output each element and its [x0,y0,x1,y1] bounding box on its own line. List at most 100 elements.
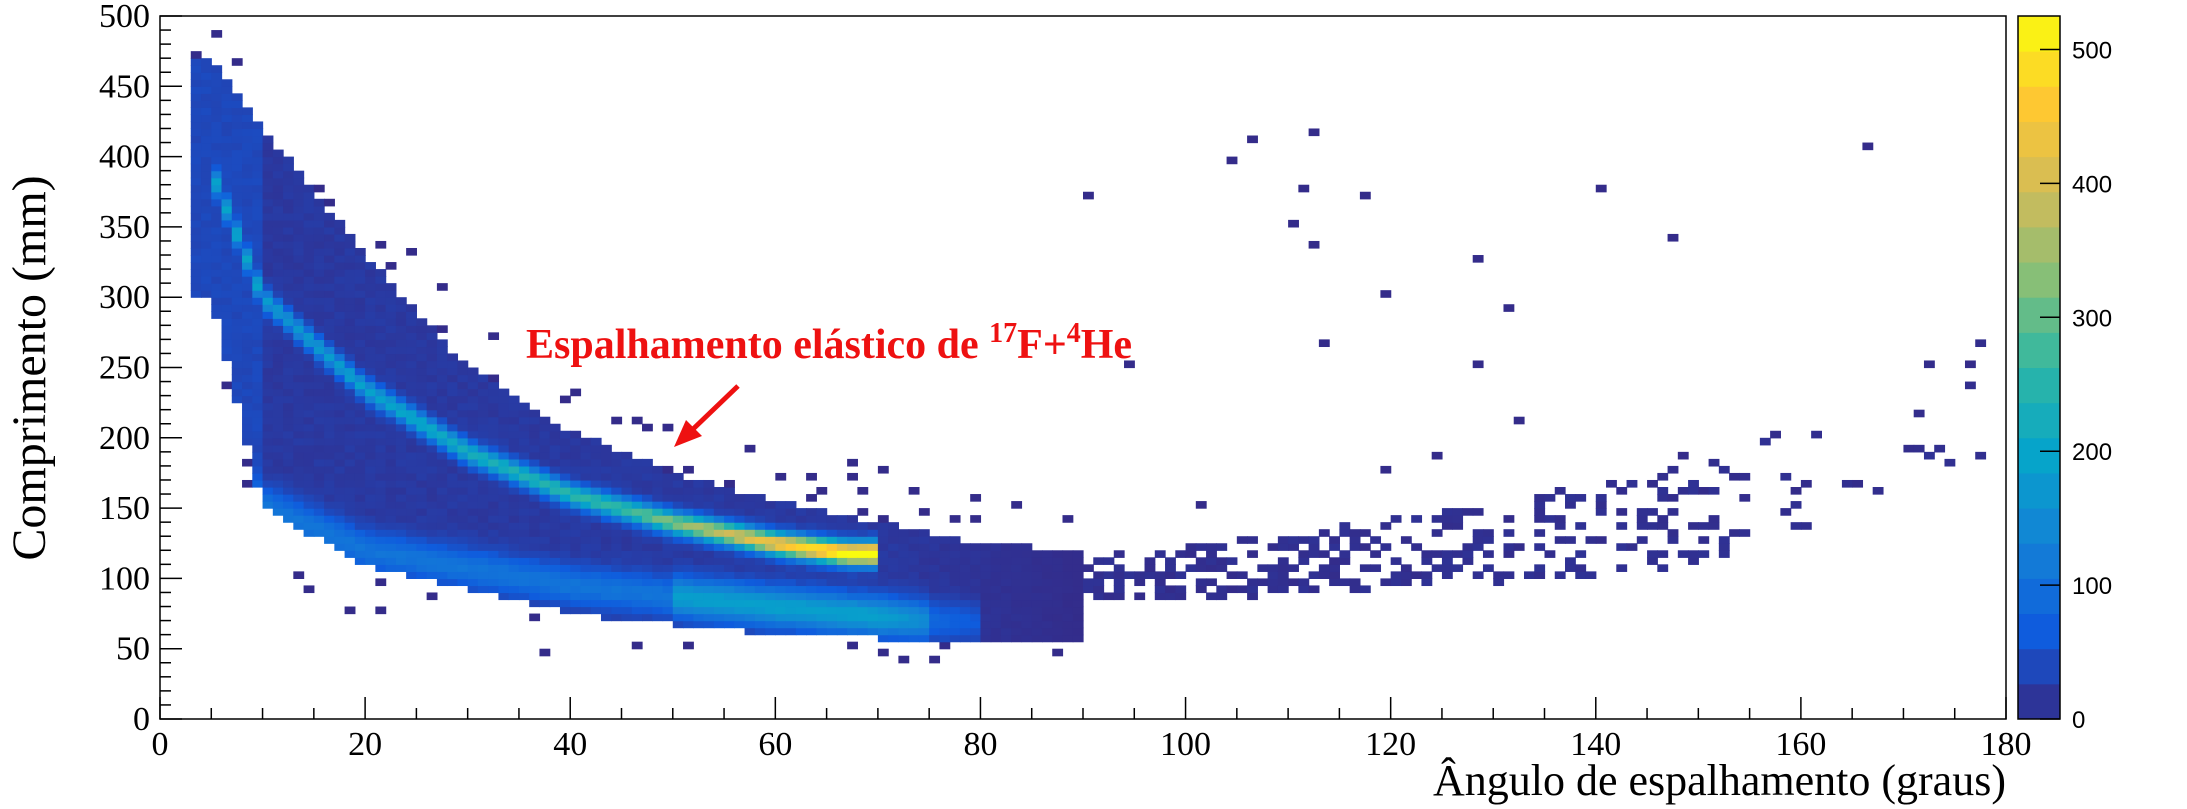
heatmap-cell [611,557,623,565]
heatmap-cell [365,339,376,348]
heatmap-cell [539,487,551,495]
heatmap-cell [590,522,602,530]
heatmap-cell [652,508,664,516]
heatmap-cell [590,571,602,579]
heatmap-cell [724,592,735,601]
heatmap-cell [754,522,766,530]
heatmap-cell [1072,606,1084,615]
heatmap-cell [344,423,356,432]
heatmap-cell [539,437,551,446]
heatmap-cell [1052,648,1064,657]
heatmap-cell [242,374,253,383]
heatmap-cell [1083,578,1094,587]
heatmap-cell [539,444,551,453]
heatmap-cell [375,374,387,383]
heatmap-cell [283,198,294,207]
heatmap-cell [406,515,417,523]
heatmap-cell [683,536,694,544]
heatmap-cell [190,170,202,179]
heatmap-cell [1636,508,1648,516]
heatmap-cell [426,564,438,572]
heatmap-cell [467,402,479,411]
heatmap-cell [385,304,397,312]
colorbar-tick-label: 500 [2072,37,2112,64]
heatmap-cell [283,311,294,319]
heatmap-cell [477,578,489,587]
heatmap-cell [1431,564,1443,572]
heatmap-cell [703,529,715,537]
y-tick-label: 150 [99,490,150,527]
heatmap-cell [847,578,858,587]
heatmap-cell [816,571,828,579]
heatmap-cell [426,494,438,502]
heatmap-cell [416,346,428,355]
heatmap-cell [1585,536,1597,544]
heatmap-cell [344,515,356,523]
heatmap-cell [734,508,746,516]
heatmap-cell [406,444,417,453]
heatmap-cell [1339,522,1351,530]
heatmap-cell [877,571,889,579]
heatmap-cell [231,395,243,404]
heatmap-cell [1298,550,1310,558]
heatmap-cell [549,592,561,601]
heatmap-cell [324,536,335,544]
heatmap-cell [457,374,469,383]
heatmap-cell [662,592,674,601]
heatmap-cell [385,346,397,355]
heatmap-cell [1688,487,1699,495]
heatmap-cell [1113,564,1125,572]
heatmap-cell [836,522,848,530]
heatmap-cell [283,177,294,186]
heatmap-cell [990,606,1002,615]
heatmap-cell [334,240,346,249]
heatmap-cell [303,247,315,256]
heatmap-cell [631,557,643,565]
heatmap-cell [559,508,571,516]
heatmap-cell [354,501,366,509]
heatmap-cell [857,571,869,579]
heatmap-cell [283,276,294,284]
heatmap-cell [375,409,387,418]
colorbar-step [2018,156,2060,193]
heatmap-cell [857,578,869,587]
heatmap-cell [1062,620,1074,629]
heatmap-cell [365,325,376,333]
heatmap-cell [847,599,858,608]
heatmap-cell [600,599,612,608]
heatmap-cell [621,613,633,622]
heatmap-cell [631,536,643,544]
heatmap-cell [713,592,725,601]
colorbar-step [2018,543,2060,579]
heatmap-cell [283,219,294,228]
heatmap-cell [1667,494,1679,502]
heatmap-cell [231,247,243,256]
heatmap-cell [775,564,787,572]
heatmap-cell [744,627,756,636]
heatmap-cell [190,219,202,228]
heatmap-cell [508,557,520,565]
heatmap-cell [385,353,397,362]
heatmap-cell [406,536,417,544]
heatmap-cell [826,599,838,608]
heatmap-cell [436,402,448,411]
heatmap-cell [713,571,725,579]
heatmap-cell [324,515,335,523]
heatmap-cell [590,557,602,565]
heatmap-cell [785,508,797,516]
heatmap-cell [395,472,407,481]
heatmap-cell [703,599,715,608]
heatmap-cell [929,536,941,544]
heatmap-cell [426,416,438,425]
heatmap-cell [406,437,417,446]
heatmap-cell [406,346,417,355]
heatmap-cell [539,423,551,432]
heatmap-cell [447,374,459,383]
heatmap-cell [283,402,294,411]
heatmap-cell [262,381,274,390]
heatmap-cell [1595,501,1607,509]
heatmap-cell [375,578,387,587]
heatmap-cell [221,226,233,235]
heatmap-cell [795,529,807,537]
heatmap-cell [303,297,315,305]
